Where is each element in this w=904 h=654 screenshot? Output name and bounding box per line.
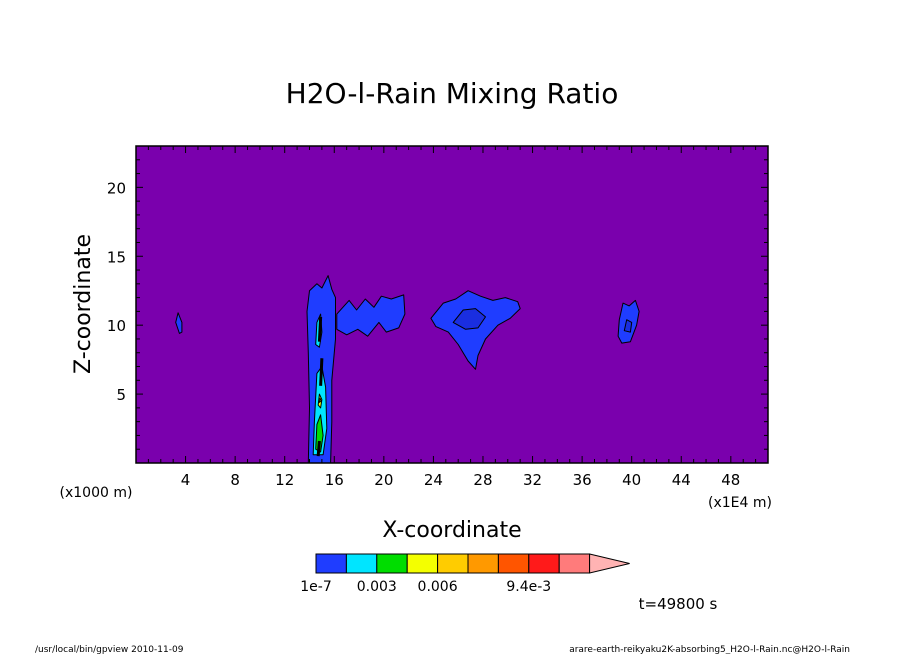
x-tick-label: 8 (230, 471, 240, 489)
x-tick-label: 44 (672, 471, 691, 489)
core-contour-0 (319, 358, 324, 386)
colorbar-extend-arrow (589, 553, 630, 574)
colorbar-label: 1e-7 (300, 579, 331, 595)
chart-title: H2O-l-Rain Mixing Ratio (286, 77, 619, 110)
x-axis-ticks: 4 8 12 16 20 24 28 32 36 40 44 48 (147, 146, 757, 489)
plot-area (135, 145, 769, 464)
x-tick-label: 24 (424, 471, 443, 489)
colorbar-cell (437, 553, 469, 574)
time-label: t=49800 s (639, 595, 718, 613)
x-tick-label: 36 (573, 471, 592, 489)
footer-left: /usr/local/bin/gpview 2010-11-09 (35, 645, 184, 654)
core-contour-2 (316, 440, 321, 457)
cell-upper-anvil-middle (430, 290, 521, 370)
y-tick-label: 5 (116, 386, 126, 404)
colorbar-cell (345, 553, 378, 574)
colorbar: 1e-7 0.003 0.006 9.4e-3 (300, 553, 630, 595)
y-tick-label: 10 (107, 317, 126, 335)
colorbar-cell (315, 553, 347, 574)
x-unit-left-label: (x1000 m) (60, 485, 133, 501)
colorbar-label: 0.006 (418, 579, 458, 595)
x-tick-label: 20 (374, 471, 393, 489)
cell-core-orange (318, 397, 322, 403)
x-unit-right-label: (x1E4 m) (708, 495, 772, 511)
colorbar-cell (558, 553, 591, 574)
colorbar-label: 0.003 (357, 579, 397, 595)
cell-left-small (175, 312, 183, 334)
colorbar-cell (528, 553, 560, 574)
y-tick-label: 15 (107, 248, 126, 266)
anvil-middle-inner (452, 308, 486, 330)
y-axis-label: Z-coordinate (71, 234, 96, 374)
colorbar-label: 9.4e-3 (506, 579, 551, 595)
colorbar-cell (467, 553, 499, 574)
colorbar-cell (497, 553, 530, 574)
colorbar-cell (406, 553, 439, 574)
x-tick-label: 32 (523, 471, 542, 489)
y-axis-ticks: 5 10 15 20 (107, 159, 768, 450)
cell-right-inner (623, 319, 633, 333)
colorbar-cell (376, 553, 408, 574)
core-contour-1 (317, 316, 323, 342)
footer-right: arare-earth-reikyaku2K-absorbing5_H2O-l-… (569, 645, 850, 654)
y-tick-label: 20 (107, 179, 126, 197)
plot-frame (135, 145, 769, 464)
x-tick-label: 40 (622, 471, 641, 489)
x-tick-label: 48 (721, 471, 740, 489)
x-tick-label: 16 (325, 471, 344, 489)
x-tick-label: 28 (473, 471, 492, 489)
x-tick-label: 12 (275, 471, 294, 489)
cell-upper-anvil-left (336, 294, 406, 337)
x-tick-label: 4 (181, 471, 191, 489)
x-axis-label: X-coordinate (382, 518, 521, 543)
